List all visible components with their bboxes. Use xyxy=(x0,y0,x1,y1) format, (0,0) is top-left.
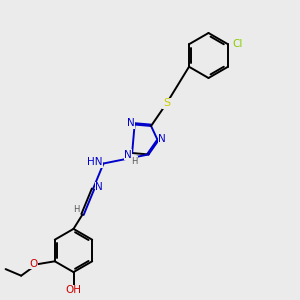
Text: H: H xyxy=(73,206,79,214)
Text: H: H xyxy=(131,157,138,166)
Text: HN: HN xyxy=(87,157,103,167)
Text: N: N xyxy=(95,182,103,193)
Text: N: N xyxy=(127,118,135,128)
Text: N: N xyxy=(124,149,132,160)
Text: Cl: Cl xyxy=(232,39,243,49)
Text: OH: OH xyxy=(65,285,82,295)
Text: O: O xyxy=(29,259,37,269)
Text: S: S xyxy=(163,98,170,109)
Text: N: N xyxy=(158,134,166,144)
